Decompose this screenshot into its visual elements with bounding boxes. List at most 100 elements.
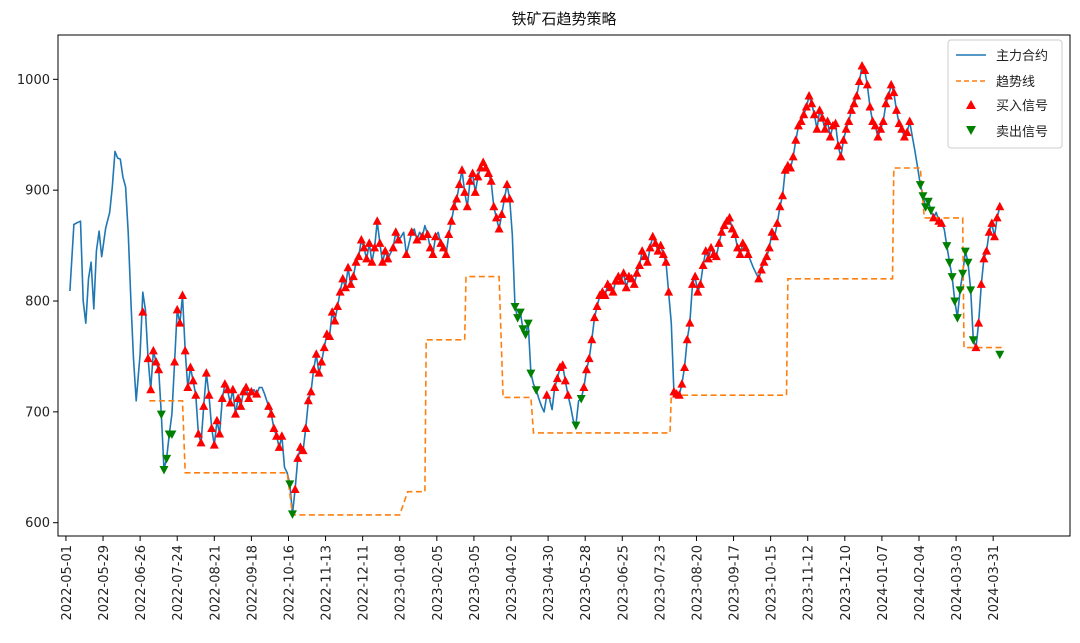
buy-signal-marker: [849, 98, 859, 108]
sell-signal-marker: [944, 258, 954, 268]
buy-signal-marker: [584, 353, 594, 363]
buy-signal-marker: [199, 401, 209, 410]
legend-down-triangle-icon: [966, 126, 976, 135]
buy-signal-marker: [236, 401, 246, 410]
buy-signal-marker: [823, 116, 833, 125]
buy-signal-marker: [290, 484, 300, 493]
buy-signal-marker: [343, 262, 353, 272]
buy-signal-marker: [582, 364, 592, 374]
sell-signal-marker: [963, 258, 973, 268]
buy-signal-marker: [550, 382, 560, 391]
buy-signal-marker: [172, 304, 182, 314]
legend-label-sell: 卖出信号: [996, 125, 1048, 140]
buy-signal-marker: [733, 242, 743, 252]
series-line-trend: [149, 167, 1006, 516]
series-group: [69, 61, 1006, 519]
x-tick-label: 2023-12-10: [839, 545, 854, 621]
buy-signal-marker: [677, 379, 687, 388]
x-tick-label: 2024-03-03: [950, 545, 965, 621]
sell-signal-marker: [968, 336, 978, 345]
buy-signal-marker: [740, 242, 750, 252]
x-tick-label: 2023-05-28: [579, 545, 594, 621]
buy-signal-marker: [616, 276, 626, 285]
buy-signal-marker: [335, 287, 345, 296]
buy-signal-marker: [809, 109, 819, 119]
buy-signal-marker: [465, 176, 475, 185]
buy-signal-marker: [505, 194, 515, 203]
buy-signal-marker: [175, 318, 185, 327]
buy-signal-marker: [558, 360, 568, 369]
buy-signal-marker: [791, 135, 801, 144]
buy-signal-marker: [886, 79, 896, 89]
y-tick-label: 800: [25, 295, 50, 310]
buy-signal-marker: [592, 301, 602, 311]
buy-signal-marker: [560, 375, 570, 385]
buy-signal-marker: [788, 151, 798, 161]
x-tick-label: 2024-02-04: [913, 545, 928, 621]
x-tick-label: 2023-07-23: [653, 545, 668, 621]
buy-signal-marker: [838, 135, 848, 144]
buy-signal-marker: [228, 384, 238, 394]
buy-signal-marker: [277, 431, 287, 440]
buy-signal-marker: [212, 415, 222, 425]
buy-signal-marker: [658, 249, 668, 258]
buy-signal-marker: [230, 409, 240, 418]
buy-signal-marker: [619, 268, 629, 277]
legend: 主力合约 趋势线 买入信号 卖出信号: [947, 39, 1063, 149]
x-tick-label: 2023-09-17: [728, 545, 743, 621]
buy-signal-marker: [775, 201, 785, 211]
buy-signal-marker: [801, 102, 811, 111]
buy-signal-marker: [984, 227, 994, 236]
buy-signal-marker: [188, 375, 198, 385]
buy-signal-marker: [178, 290, 188, 299]
buy-signal-marker: [542, 390, 552, 399]
buy-signal-marker: [870, 120, 880, 130]
y-tick-label: 700: [25, 405, 50, 420]
buy-signal-marker: [183, 382, 193, 391]
buy-signal-marker: [241, 382, 251, 391]
buy-signal-marker: [354, 251, 364, 261]
buy-signal-marker: [170, 356, 180, 366]
buy-signal-marker: [600, 290, 610, 299]
buy-signal-marker: [362, 253, 372, 263]
sell-signal-marker: [526, 369, 536, 379]
sell-signal-marker: [287, 510, 297, 519]
buy-signal-marker: [311, 349, 321, 358]
buy-signal-marker: [391, 227, 401, 236]
legend-label-trend: 趋势线: [996, 74, 1035, 90]
sell-signal-marker: [942, 242, 952, 251]
buy-signal-marker: [473, 171, 483, 181]
buy-signal-marker: [735, 249, 745, 258]
buy-signal-marker: [383, 253, 393, 263]
buy-signal-marker: [719, 220, 729, 230]
sell-signal-marker: [918, 192, 928, 201]
buy-signal-marker: [233, 393, 243, 403]
buy-signal-marker: [804, 90, 814, 100]
buy-signal-marker: [831, 118, 841, 128]
y-tick-label: 600: [25, 516, 50, 531]
sell-signal-marker: [958, 269, 968, 279]
buy-signal-marker: [338, 273, 348, 283]
buy-signal-marker: [693, 287, 703, 296]
buy-signal-marker: [825, 131, 835, 141]
buy-signal-marker: [873, 131, 883, 141]
buy-signal-marker: [393, 235, 403, 244]
buy-signal-marker: [756, 264, 766, 274]
buy-signal-marker: [650, 238, 660, 247]
buy-signal-marker: [444, 229, 454, 239]
buy-signal-marker: [793, 120, 803, 130]
buy-signal-marker: [367, 257, 377, 266]
buy-signal-marker: [632, 268, 642, 277]
buy-signal-marker: [266, 409, 276, 418]
x-tick-label: 2023-03-05: [468, 545, 483, 621]
sell-signal-marker: [156, 410, 166, 420]
buy-signal-marker: [293, 453, 303, 462]
buy-signal-marker: [151, 356, 161, 366]
buy-signal-marker: [180, 345, 190, 355]
buy-signal-marker: [786, 163, 796, 172]
buy-signal-marker: [836, 151, 846, 161]
y-axis: 600 700 800 900 1000: [17, 73, 58, 531]
x-tick-label: 2022-12-11: [357, 545, 372, 621]
buy-signal-marker: [833, 140, 843, 150]
buy-signal-marker: [303, 395, 313, 405]
